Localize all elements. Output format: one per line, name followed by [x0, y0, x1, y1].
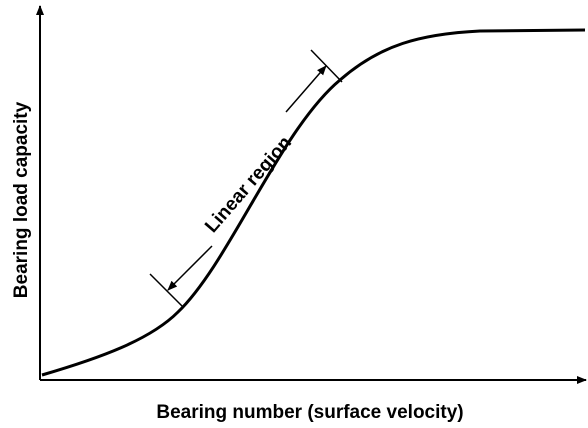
x-axis-label: Bearing number (surface velocity) [156, 402, 463, 423]
range-tick [149, 273, 183, 307]
range-arrow [285, 65, 327, 113]
range-arrow [167, 245, 213, 291]
curve [41, 28, 586, 377]
y-axis-label: Bearing load capacity [11, 101, 32, 298]
annotation: Linear region [201, 132, 296, 237]
